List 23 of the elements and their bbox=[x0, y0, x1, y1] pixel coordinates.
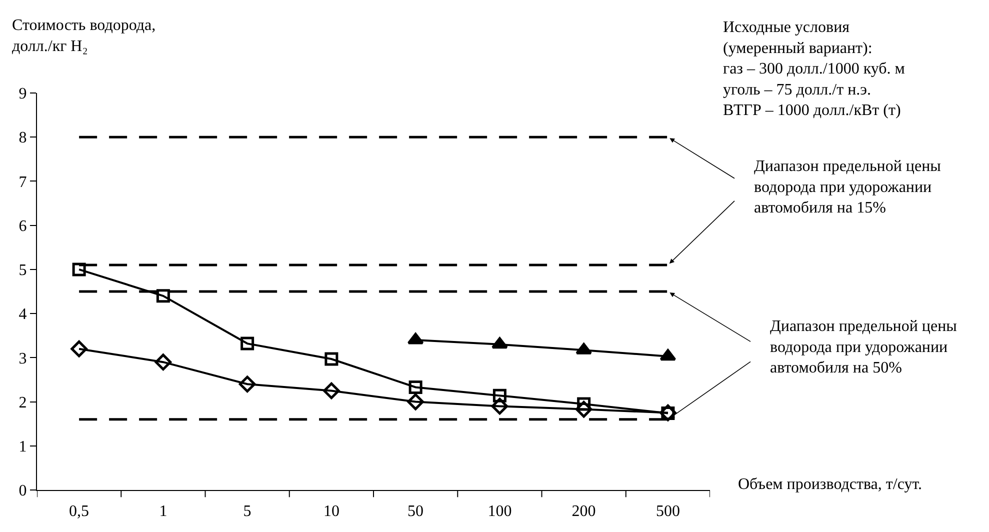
x-tick-label: 10 bbox=[323, 503, 340, 520]
y-axis-title: Стоимость водорода, долл./кг H₂ bbox=[12, 17, 156, 55]
x-tick-label: 5 bbox=[243, 503, 252, 520]
x-tick-label: 200 bbox=[572, 503, 596, 520]
y-tick-label: 3 bbox=[18, 350, 27, 368]
y-tick-label: 0 bbox=[18, 482, 27, 500]
text: Диапазон предельной цены водорода при удорожании автомобиля на 15% bbox=[754, 158, 942, 217]
y-tick-label: 1 bbox=[18, 438, 27, 456]
text: Диапазон предельной цены водорода при удорожании автомобиля на 50% bbox=[770, 318, 958, 377]
x-tick-label: 50 bbox=[408, 503, 424, 520]
y-tick-label: 8 bbox=[18, 130, 27, 147]
x-tick-label: 100 bbox=[488, 503, 512, 520]
x-tick-label: 1 bbox=[159, 503, 168, 520]
y-tick-label: 7 bbox=[18, 174, 27, 191]
x-tick-label: 500 bbox=[656, 503, 680, 520]
y-tick-label: 4 bbox=[18, 306, 27, 324]
x-axis-title: Объем производства, т/сут. bbox=[738, 476, 922, 493]
y-tick-label: 2 bbox=[18, 394, 27, 412]
y-tick-label: 9 bbox=[18, 86, 27, 103]
y-tick-label: 6 bbox=[18, 218, 27, 235]
y-tick-label: 5 bbox=[18, 262, 27, 280]
text: Исходные условия (умеренный вариант): газ – 300 долл./1000 куб. м уголь – 75 долл./т н.э. ВТГР – 1000 долл./кВт (т) bbox=[723, 19, 905, 120]
x-tick-label: 0,5 bbox=[69, 503, 90, 520]
